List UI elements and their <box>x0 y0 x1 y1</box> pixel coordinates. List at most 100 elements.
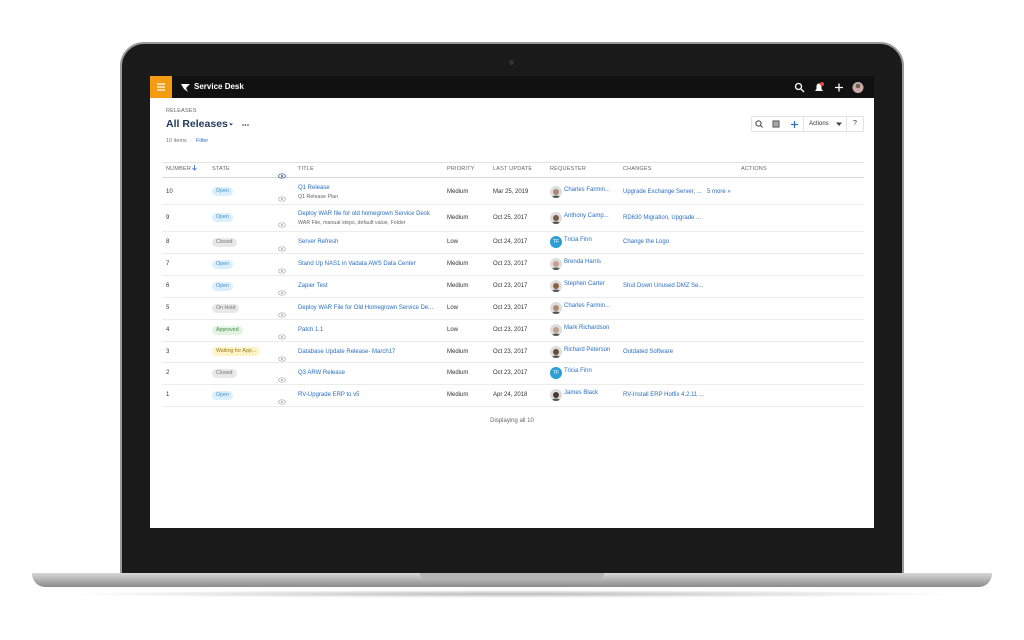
title-link[interactable]: Stand Up NAS1 in Vadata AWS Data Center <box>298 261 416 267</box>
column-header[interactable]: REQUESTER <box>550 166 587 172</box>
title-controls[interactable] <box>228 120 250 130</box>
avatar[interactable] <box>550 258 562 270</box>
requester-link[interactable]: Tricia Finn <box>564 237 592 243</box>
row-divider <box>162 275 864 276</box>
last-update: Oct 23, 2017 <box>493 348 528 355</box>
requester-link[interactable]: Mark Richardson <box>564 325 610 331</box>
title-link[interactable]: Q1 Release <box>298 184 330 191</box>
avatar[interactable] <box>550 302 562 314</box>
eye-icon[interactable] <box>278 392 286 410</box>
title-link[interactable]: Deploy WAR File for Old Homegrown Servic… <box>298 305 434 311</box>
row-divider <box>162 253 864 254</box>
page-title[interactable]: All Releases <box>166 118 228 130</box>
filter-link[interactable]: Filter <box>196 138 209 144</box>
row-number: 2 <box>166 370 170 376</box>
requester-link[interactable]: Charles Farmin... <box>564 303 611 309</box>
requester-link[interactable]: Anthony Camp... <box>564 212 609 219</box>
avatar[interactable] <box>550 345 562 358</box>
title-link[interactable]: Patch 1.1 <box>298 327 324 333</box>
avatar-photo <box>551 327 561 336</box>
eye-glyph <box>278 334 286 340</box>
requester-link[interactable]: Stephen Carter <box>564 281 605 287</box>
priority: Low <box>447 239 459 245</box>
help-button[interactable]: ? <box>853 120 857 127</box>
more-link[interactable]: 5 more » <box>707 188 731 195</box>
menu-button[interactable] <box>150 76 172 98</box>
eye-icon[interactable] <box>278 239 286 257</box>
avatar-initials[interactable]: TF <box>550 236 562 248</box>
sort-icon <box>192 165 197 171</box>
logo <box>181 84 190 92</box>
top-icons[interactable] <box>794 82 868 94</box>
eye-icon[interactable] <box>278 166 286 184</box>
eye-icon[interactable] <box>278 283 286 301</box>
row-divider <box>162 319 864 320</box>
toolbar-icons[interactable] <box>754 119 806 130</box>
eye-icon[interactable] <box>278 349 286 367</box>
row-divider <box>162 231 864 232</box>
title-link[interactable]: Server Refresh <box>298 239 339 245</box>
column-header[interactable]: TITLE <box>298 166 314 172</box>
column-header[interactable]: PRIORITY <box>447 166 475 172</box>
eye-glyph <box>278 377 286 383</box>
state-pill: Open <box>212 259 233 269</box>
requester-link[interactable]: Brenda Harris <box>564 259 602 265</box>
changes-link[interactable]: Change the Logo <box>623 239 670 245</box>
priority: Medium <box>447 283 469 289</box>
title-link[interactable]: Zapier Test <box>298 283 328 289</box>
avatar-initials[interactable]: TF <box>550 367 562 379</box>
avatar[interactable] <box>550 280 562 292</box>
state-pill: Approved <box>212 325 243 335</box>
eye-glyph <box>278 246 286 252</box>
avatar[interactable] <box>550 324 562 336</box>
requester-link[interactable]: Tricia Finn <box>564 368 592 374</box>
row-number: 5 <box>166 305 170 311</box>
title-link[interactable]: Q3 ARW Release <box>298 370 345 376</box>
title-link[interactable]: Database Update Release- March17 <box>298 348 396 355</box>
eye-icon[interactable] <box>278 215 286 233</box>
eye-icon[interactable] <box>278 305 286 323</box>
actions-label: Actions <box>809 121 829 127</box>
avatar[interactable] <box>550 389 562 401</box>
avatar[interactable] <box>550 185 562 198</box>
requester-link[interactable]: Charles Farmin... <box>564 186 611 193</box>
requester-link[interactable]: James Black <box>564 390 599 396</box>
changes-link[interactable]: Outdated Software <box>623 348 674 355</box>
column-header[interactable]: LAST UPDATE <box>493 166 533 172</box>
last-update: Apr 24, 2018 <box>493 392 528 398</box>
changes-link[interactable]: RD630 Migration, Upgrade ... <box>623 214 702 221</box>
title-link[interactable]: RV-Upgrade ERP to v5 <box>298 392 360 398</box>
column-header[interactable]: NUMBER <box>166 166 192 172</box>
top-bar <box>150 76 874 98</box>
last-update: Oct 23, 2017 <box>493 283 528 289</box>
changes-link[interactable]: Upgrade Exchange Server, ... <box>623 188 702 195</box>
app-name[interactable]: Service Desk <box>194 82 244 91</box>
priority: Medium <box>447 214 469 221</box>
section-label: RELEASES <box>166 108 197 114</box>
changes-link[interactable]: RV-Install ERP Hotfix 4.2.11 ... <box>623 392 705 398</box>
row-divider <box>162 384 864 385</box>
requester-link[interactable]: Richard Peterson <box>564 346 611 353</box>
base-notch <box>420 573 604 579</box>
priority: Medium <box>447 348 469 355</box>
column-header[interactable]: CHANGES <box>623 166 652 172</box>
avatar[interactable] <box>550 211 562 224</box>
state-pill: Open <box>212 187 233 196</box>
title-link[interactable]: Deploy WAR file for old homegrown Servic… <box>298 210 430 217</box>
eye-icon[interactable] <box>278 370 286 388</box>
eye-glyph <box>278 355 286 362</box>
eye-icon[interactable] <box>278 261 286 279</box>
camera <box>509 60 514 65</box>
state-pill: Waiting for App... <box>212 347 261 356</box>
footer-text: Displaying all 10 <box>490 418 534 424</box>
row-divider <box>162 362 864 363</box>
eye-icon[interactable] <box>278 327 286 345</box>
changes-link[interactable]: Shut Down Unused DMZ Se... <box>623 283 704 289</box>
eye-icon[interactable] <box>278 189 286 207</box>
actions-button[interactable]: Actions <box>803 117 847 131</box>
row-divider <box>162 162 864 163</box>
row-divider <box>162 177 864 178</box>
state-pill: Closed <box>212 237 237 247</box>
eye-glyph <box>278 312 286 318</box>
